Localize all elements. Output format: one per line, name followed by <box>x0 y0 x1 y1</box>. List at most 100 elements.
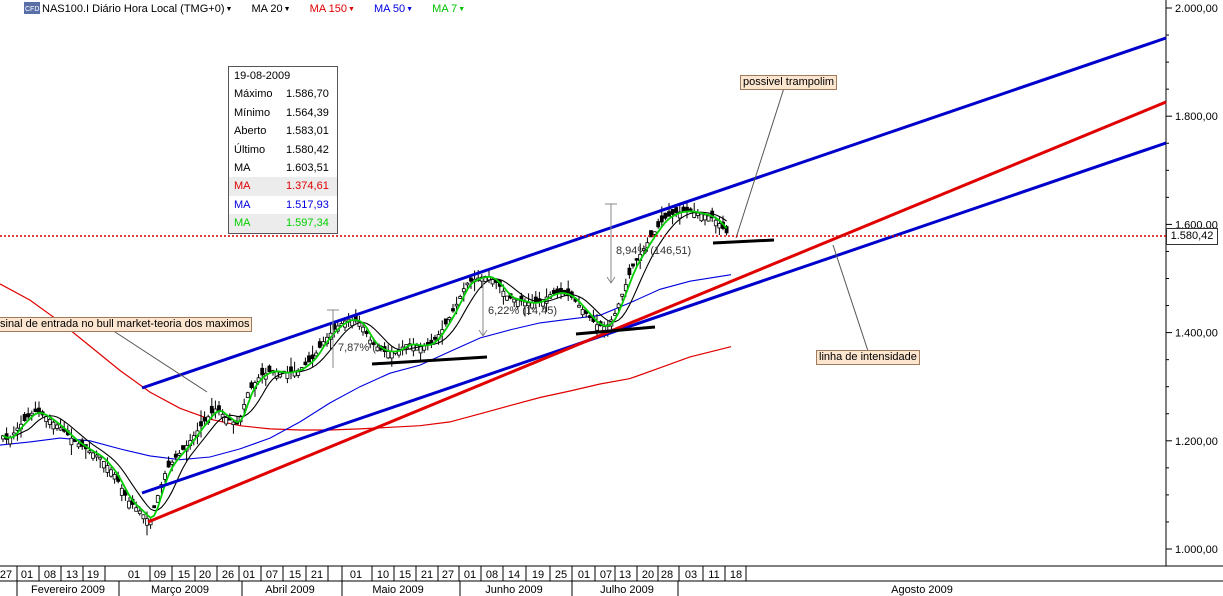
ma20-line <box>2 211 727 512</box>
candle-body <box>170 461 175 465</box>
annotation-linha-intensidade[interactable]: linha de intensidade <box>816 350 920 365</box>
measure-arrow-march <box>327 309 339 368</box>
price-tick-label: 1.000,00 <box>1175 544 1218 556</box>
date-tick-label: 13 <box>619 569 631 581</box>
date-tick-label: 19 <box>87 569 99 581</box>
lower-channel-line <box>141 141 1167 495</box>
candle-body <box>667 211 671 217</box>
candle-body <box>22 414 27 421</box>
candle-body <box>587 315 592 318</box>
candle-body <box>663 212 668 219</box>
candle-body <box>310 354 315 360</box>
candle-body <box>656 221 661 228</box>
red-trend-line <box>147 100 1167 524</box>
ma20-legend[interactable]: MA 20▼ <box>251 3 298 15</box>
cfd-logo-icon: CFD <box>24 2 40 14</box>
callout-leader-sinal <box>111 329 208 393</box>
candle-body <box>112 474 117 480</box>
date-tick-label: 01 <box>578 569 590 581</box>
candle-body <box>724 226 729 234</box>
candle-body <box>505 295 509 301</box>
annotation-possivel-trampolim[interactable]: possivel trampolim <box>740 75 838 90</box>
candle-body <box>454 303 459 307</box>
pct-label-june: 6,22% (1 <box>488 305 532 317</box>
ohlc-tooltip: 19-08-2009 Máximo 1.586,70 Mínimo 1.564,39… <box>228 66 338 234</box>
candle-body <box>94 454 99 458</box>
month-tick-label: Julho 2009 <box>600 584 654 596</box>
candle-body <box>717 223 722 229</box>
candle-body <box>26 413 31 418</box>
date-tick-label: 20 <box>642 569 654 581</box>
candle-body <box>458 296 463 299</box>
pct-label-july: 8,94% (146,51) <box>616 245 691 257</box>
tooltip-row: MA 1.374,61 <box>229 177 337 196</box>
date-tick-label: 19 <box>532 569 544 581</box>
month-tick-label: Fevereiro 2009 <box>31 584 105 596</box>
ma20-legend-label: MA 20 <box>251 3 283 15</box>
candle-body <box>361 326 365 333</box>
candle-body <box>15 427 20 431</box>
candle-body <box>620 293 625 297</box>
annotation-sinal-entrada[interactable]: sinal de entrada no bull market-teoria d… <box>0 317 253 332</box>
support-line-april <box>371 355 488 366</box>
date-tick-label: 01 <box>464 569 476 581</box>
tooltip-row: Máximo 1.586,70 <box>234 88 329 101</box>
candle-body <box>631 263 635 267</box>
candle-body <box>307 355 311 363</box>
candle-body <box>109 469 113 477</box>
candle-body <box>105 465 110 473</box>
candle-body <box>566 288 571 297</box>
candle-body <box>177 452 182 456</box>
candle-body <box>659 215 664 223</box>
candle-body <box>371 342 376 346</box>
date-tick-label: 15 <box>399 569 411 581</box>
candle-body <box>451 308 455 312</box>
instrument-title[interactable]: NAS100.I Diário Hora Local (TMG+0) <box>42 3 225 15</box>
chevron-down-icon[interactable]: ▼ <box>225 6 233 13</box>
date-tick-label: 08 <box>44 569 56 581</box>
price-tick-label: 1.400,00 <box>1175 328 1218 340</box>
chevron-down-icon: ▼ <box>458 6 466 13</box>
candle-body <box>91 452 95 459</box>
candle-body <box>141 514 146 520</box>
date-tick-label: 07 <box>266 569 278 581</box>
last-price-badge: 1.580,42 <box>1166 228 1218 245</box>
support-line-august <box>712 238 775 245</box>
candle-body <box>76 443 81 448</box>
candle-body <box>152 505 157 509</box>
candle-body <box>245 392 250 399</box>
date-tick-label: 13 <box>66 569 78 581</box>
candle-body <box>443 318 448 325</box>
candle-body <box>627 267 632 276</box>
pct-label-june-tail: 4,45) <box>532 305 557 317</box>
chevron-down-icon: ▼ <box>347 6 355 13</box>
ma50-legend[interactable]: MA 50▼ <box>374 3 421 15</box>
date-tick-label: 14 <box>508 569 520 581</box>
candle-body <box>69 437 74 446</box>
candle-body <box>595 324 599 331</box>
candle-body <box>73 439 77 442</box>
candle-body <box>58 427 63 431</box>
candle-body <box>490 279 495 285</box>
candle-body <box>386 351 391 359</box>
date-tick-label: 15 <box>289 569 301 581</box>
candle-body <box>267 365 272 373</box>
candle-body <box>127 500 131 509</box>
date-tick-label: 11 <box>708 569 719 581</box>
candle-body <box>559 288 563 293</box>
ma150-legend[interactable]: MA 150▼ <box>310 3 363 15</box>
ma50-line <box>0 274 732 461</box>
candle-body <box>613 313 617 316</box>
candle-body <box>699 213 704 222</box>
tooltip-row: MA 1.603,51 <box>234 161 329 174</box>
candle-body <box>260 367 265 376</box>
candle-body <box>47 418 52 425</box>
candle-body <box>87 450 92 454</box>
candle-body <box>364 331 369 335</box>
date-tick-label: 21 <box>421 569 433 581</box>
ma7-legend[interactable]: MA 7▼ <box>432 3 473 15</box>
candle-body <box>555 288 560 294</box>
candle-body <box>652 231 657 235</box>
candle-body <box>703 214 707 221</box>
